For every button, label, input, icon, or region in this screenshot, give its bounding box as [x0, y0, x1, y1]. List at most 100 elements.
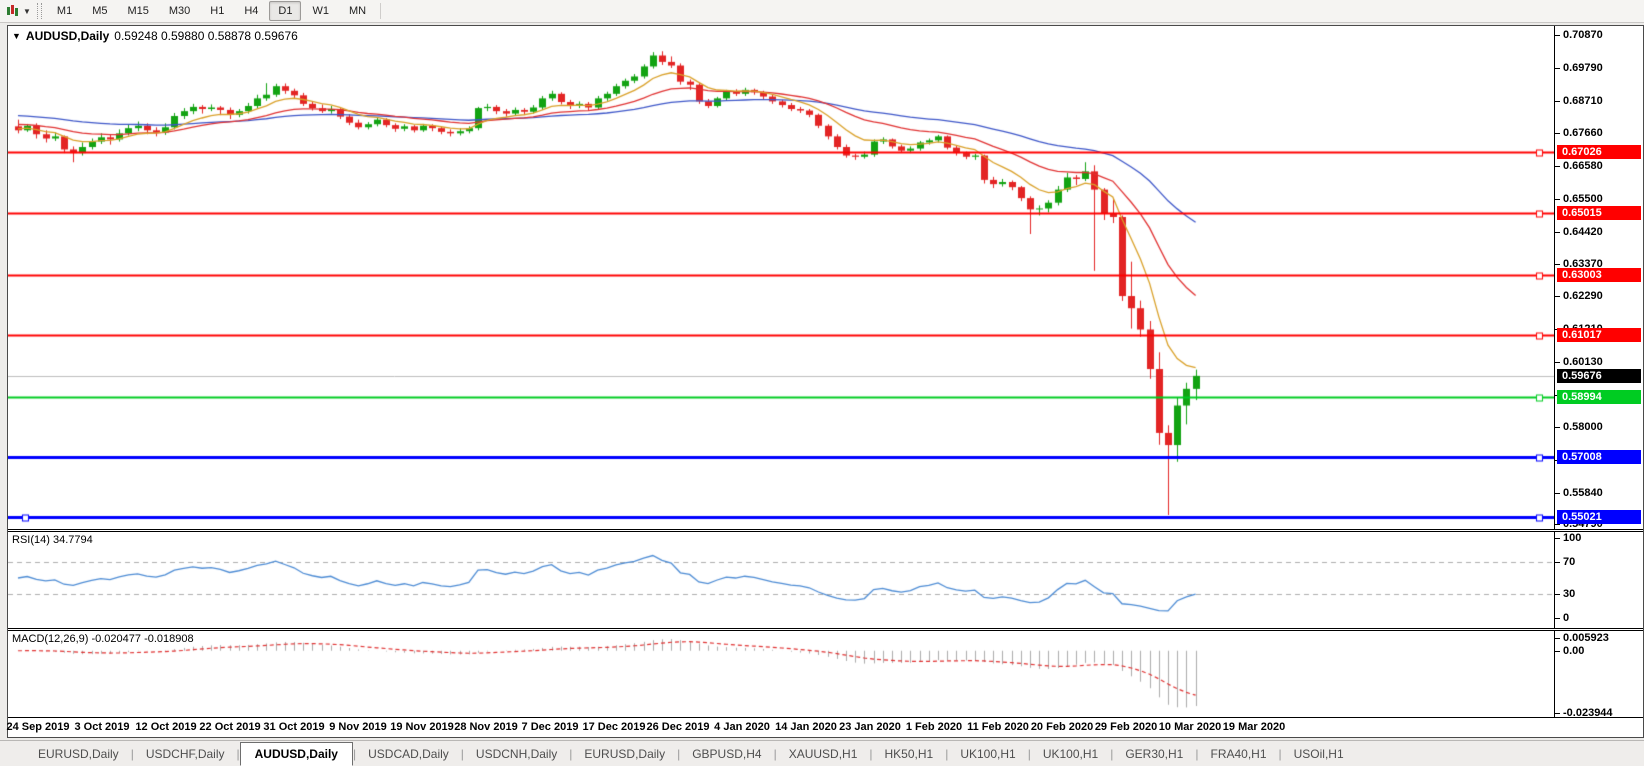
axis-tick	[1555, 524, 1560, 525]
price-axis-label: 0.64420	[1563, 226, 1603, 238]
chart-tab-gbpusd-h4-6[interactable]: GBPUSD,H4	[692, 746, 762, 761]
date-axis-label: 10 Mar 2020	[1158, 721, 1222, 733]
timeframe-button-m5[interactable]: M5	[92, 5, 108, 17]
price-axis-label: 0.65500	[1563, 193, 1603, 205]
rsi-canvas[interactable]	[8, 532, 1554, 628]
date-axis-label: 24 Sep 2019	[6, 721, 70, 733]
current-price-badge: 0.59676	[1557, 369, 1641, 383]
level-price-badge-0.63003[interactable]: 0.63003	[1557, 268, 1641, 282]
tab-separator: |	[236, 746, 240, 761]
level-price-badge-0.55021[interactable]: 0.55021	[1557, 510, 1641, 524]
chart-tab-eurusd-daily-0[interactable]: EURUSD,Daily	[38, 746, 119, 761]
price-axis-label: 0.66580	[1563, 160, 1603, 172]
chart-periods-icon[interactable]	[2, 2, 22, 20]
rsi-axis-label: 100	[1563, 532, 1582, 544]
axis-tick	[1555, 618, 1560, 619]
toolbar-grip	[36, 3, 42, 19]
date-axis-label: 9 Nov 2019	[329, 721, 387, 733]
tab-separator: |	[352, 746, 357, 761]
price-chart-canvas[interactable]	[8, 26, 1554, 529]
date-axis-label: 19 Mar 2020	[1222, 721, 1286, 733]
chart-tab-usdcnh-daily-4[interactable]: USDCNH,Daily	[475, 746, 558, 761]
rsi-axis-label: 30	[1563, 588, 1576, 600]
tab-separator: |	[677, 746, 681, 761]
price-axis-label: 0.67660	[1563, 127, 1603, 139]
rsi-axis: 100 70 30 0	[1554, 532, 1643, 628]
timeframe-button-m30[interactable]: M30	[168, 5, 191, 17]
chart-tab-usdchf-daily-1[interactable]: USDCHF,Daily	[145, 746, 225, 761]
chart-tab-hk50-h1-8[interactable]: HK50,H1	[884, 746, 934, 761]
tab-separator: |	[773, 746, 777, 761]
date-axis: 24 Sep 2019 3 Oct 2019 12 Oct 2019 22 Oct 2…	[6, 717, 1643, 735]
date-axis-label: 17 Dec 2019	[582, 721, 646, 733]
timeframe-button-m1[interactable]: M1	[56, 5, 73, 17]
date-axis-label: 14 Jan 2020	[775, 721, 837, 733]
date-axis-label: 3 Oct 2019	[74, 721, 130, 733]
chart-tab-uk100-h1-9[interactable]: UK100,H1	[960, 746, 1016, 761]
rsi-panel: RSI(14) 34.7794 100 70 30 0	[8, 532, 1643, 628]
timeframe-button-mn[interactable]: MN	[348, 5, 367, 17]
chart-tab-eurusd-daily-5[interactable]: EURUSD,Daily	[584, 746, 666, 761]
periods-dropdown-caret[interactable]: ▼	[23, 6, 31, 16]
date-axis-label: 7 Dec 2019	[521, 721, 579, 733]
axis-tick	[1555, 101, 1560, 102]
tab-separator: |	[1278, 746, 1282, 761]
axis-tick	[1555, 199, 1560, 200]
timeframe-button-w1[interactable]: W1	[312, 5, 329, 17]
axis-tick	[1555, 166, 1560, 167]
level-price-badge-0.65015[interactable]: 0.65015	[1557, 206, 1641, 220]
chart-window: ▼ AUDUSD,Daily 0.59248 0.59880 0.58878 0…	[7, 25, 1644, 738]
price-axis-label: 0.58000	[1563, 421, 1603, 433]
panel-splitter[interactable]	[8, 529, 1643, 532]
tab-separator: |	[1110, 746, 1114, 761]
price-axis: 0.70870 0.69790 0.68710 0.67660 0.66580 0.655…	[1554, 26, 1643, 530]
rsi-axis-label: 70	[1563, 556, 1576, 568]
tab-separator: |	[869, 746, 873, 761]
macd-axis-label: 0.00	[1563, 645, 1585, 657]
level-price-badge-0.58994[interactable]: 0.58994	[1557, 390, 1641, 404]
chart-menu-icon[interactable]: ▼	[12, 31, 21, 41]
chart-title: ▼ AUDUSD,Daily 0.59248 0.59880 0.58878 0…	[12, 29, 298, 43]
date-axis-label: 20 Feb 2020	[1030, 721, 1094, 733]
level-price-badge-0.57008[interactable]: 0.57008	[1557, 450, 1641, 464]
macd-axis-label: -0.023944	[1563, 707, 1613, 719]
chart-tab-audusd-daily-2[interactable]: AUDUSD,Daily	[239, 741, 353, 766]
chart-tab-uk100-h1-10[interactable]: UK100,H1	[1042, 746, 1099, 761]
macd-panel: MACD(12,26,9) -0.020477 -0.018908 0.0059…	[8, 631, 1643, 719]
timeframe-button-h1[interactable]: H1	[210, 5, 225, 17]
tab-separator: |	[945, 746, 949, 761]
panel-splitter[interactable]	[8, 628, 1643, 631]
chart-tab-usoil-h1-13[interactable]: USOil,H1	[1293, 746, 1344, 761]
axis-tick	[1555, 68, 1560, 69]
timeframe-button-m15[interactable]: M15	[127, 5, 149, 17]
chart-tab-fra40-h1-12[interactable]: FRA40,H1	[1210, 746, 1267, 761]
level-price-badge-0.61017[interactable]: 0.61017	[1557, 328, 1641, 342]
chart-tab-ger30-h1-11[interactable]: GER30,H1	[1125, 746, 1184, 761]
price-axis-label: 0.63370	[1563, 258, 1603, 270]
axis-tick	[1555, 296, 1560, 297]
macd-canvas[interactable]	[8, 631, 1554, 717]
date-axis-label: 19 Nov 2019	[390, 721, 454, 733]
tab-separator: |	[460, 746, 464, 761]
timeframe-button-d1[interactable]: D1	[269, 1, 302, 21]
date-axis-label: 4 Jan 2020	[714, 721, 770, 733]
price-axis-label: 0.69790	[1563, 62, 1603, 74]
axis-tick	[1555, 427, 1560, 428]
macd-axis-label: 0.005923	[1563, 632, 1609, 644]
chart-tab-usdcad-daily-3[interactable]: USDCAD,Daily	[368, 746, 449, 761]
chart-tabbar: EURUSD,Daily | USDCHF,Daily | AUDUSD,Daily | U…	[0, 740, 1644, 766]
price-axis-label: 0.60130	[1563, 356, 1603, 368]
level-price-badge-0.67026[interactable]: 0.67026	[1557, 145, 1641, 159]
rsi-axis-label: 0	[1563, 612, 1570, 624]
date-axis-label: 12 Oct 2019	[135, 721, 197, 733]
axis-tick	[1555, 713, 1560, 714]
tab-separator: |	[1027, 746, 1031, 761]
date-axis-label: 26 Dec 2019	[646, 721, 710, 733]
timeframe-toolbar: ▼ M1 M5 M15 M30 H1 H4 D1 W1 MN	[0, 0, 1644, 23]
ohlc-values: 0.59248 0.59880 0.58878 0.59676	[114, 29, 298, 43]
macd-label: MACD(12,26,9) -0.020477 -0.018908	[12, 633, 194, 645]
axis-tick	[1555, 232, 1560, 233]
timeframe-button-h4[interactable]: H4	[244, 5, 259, 17]
chart-tab-xauusd-h1-7[interactable]: XAUUSD,H1	[788, 746, 858, 761]
